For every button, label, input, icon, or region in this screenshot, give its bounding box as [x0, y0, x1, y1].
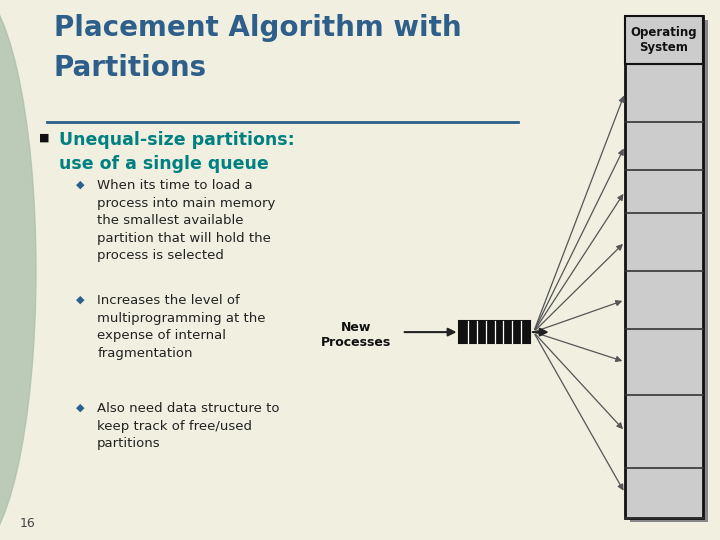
- Text: When its time to load a
process into main memory
the smallest available
partitio: When its time to load a process into mai…: [97, 179, 276, 262]
- Bar: [625, 16, 703, 518]
- Text: Increases the level of
multiprogramming at the
expense of internal
fragmentation: Increases the level of multiprogramming …: [97, 294, 266, 360]
- Bar: [459, 321, 530, 343]
- Text: Unequal-size partitions:: Unequal-size partitions:: [59, 131, 294, 149]
- Bar: [625, 16, 703, 64]
- Text: ◆: ◆: [76, 179, 84, 190]
- Text: 16: 16: [20, 517, 36, 530]
- Text: Partitions: Partitions: [54, 54, 207, 82]
- Bar: [630, 20, 708, 522]
- Text: ◆: ◆: [76, 294, 84, 305]
- Text: Also need data structure to
keep track of free/used
partitions: Also need data structure to keep track o…: [97, 402, 279, 450]
- Text: ■: ■: [39, 132, 50, 143]
- Ellipse shape: [0, 0, 36, 540]
- Text: New
Processes: New Processes: [321, 321, 392, 349]
- Text: ◆: ◆: [76, 402, 84, 413]
- Text: Placement Algorithm with: Placement Algorithm with: [54, 14, 462, 42]
- Text: use of a single queue: use of a single queue: [59, 155, 269, 173]
- Text: Operating
System: Operating System: [631, 26, 697, 54]
